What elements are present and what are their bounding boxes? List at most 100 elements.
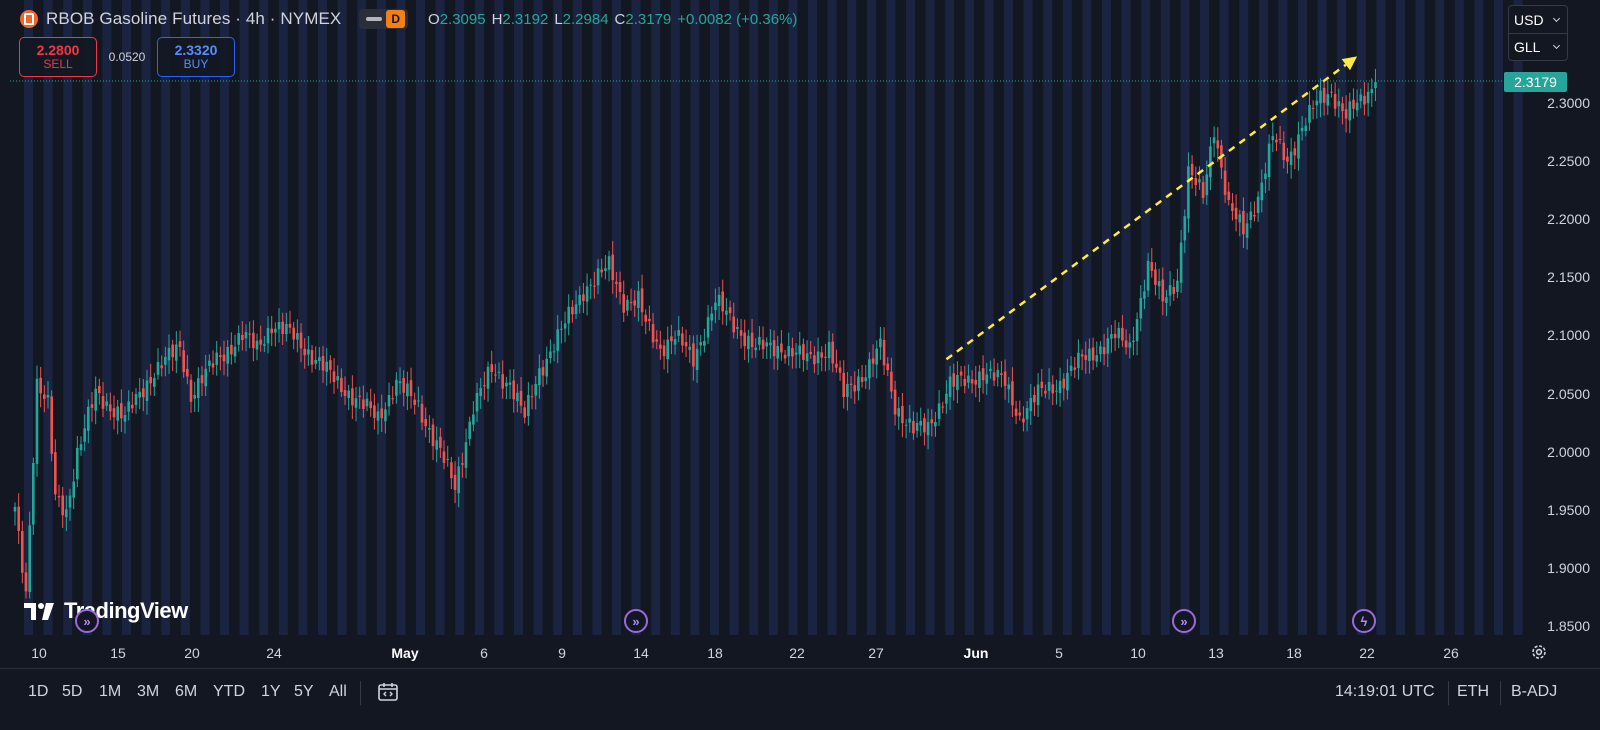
candle	[846, 372, 849, 411]
candle	[596, 259, 600, 295]
session-toggle[interactable]: ETH	[1457, 683, 1489, 700]
session-band	[1454, 0, 1464, 635]
candle-body	[310, 350, 314, 365]
sell-price: 2.2800	[36, 42, 80, 59]
delayed-data-badge[interactable]: D	[386, 10, 406, 28]
unit-select[interactable]: GLL	[1509, 33, 1567, 60]
candle-body	[1110, 334, 1113, 339]
sell-button[interactable]: 2.2800 SELL	[19, 37, 97, 77]
currency-select[interactable]: USD	[1509, 6, 1567, 33]
session-band	[161, 0, 171, 635]
candle-body	[864, 377, 867, 382]
candle-body	[868, 359, 871, 379]
candle-body	[1260, 182, 1264, 201]
candle	[391, 386, 394, 405]
candle	[1084, 341, 1088, 374]
session-band	[1298, 0, 1307, 635]
candle	[156, 348, 160, 380]
candle-body	[1040, 381, 1044, 388]
symbol-title[interactable]: RBOB Gasoline Futures · 4h · NYMEX	[46, 9, 342, 28]
session-band	[357, 0, 367, 635]
candle	[875, 340, 878, 379]
candle-body	[351, 388, 354, 406]
candle-body	[1326, 94, 1330, 106]
candle	[486, 361, 490, 402]
currency-value: USD	[1514, 11, 1544, 28]
candle-body	[270, 328, 273, 334]
trend-arrow-line[interactable]	[945, 63, 1347, 361]
candle	[1326, 80, 1330, 115]
candlestick-chart[interactable]	[10, 0, 1532, 650]
candle	[1055, 379, 1058, 405]
candle	[670, 324, 673, 355]
open-label: O	[428, 10, 440, 28]
time-tick: 22	[789, 645, 805, 661]
candle	[182, 340, 185, 378]
candle	[838, 360, 842, 381]
range-1d-button[interactable]: 1D	[28, 683, 49, 700]
candle-body	[626, 299, 629, 311]
range-ytd-button[interactable]: YTD	[213, 683, 245, 700]
candle	[1088, 338, 1091, 374]
candle-body	[699, 342, 702, 346]
range-3m-button[interactable]: 3M	[137, 683, 160, 700]
candle-body	[593, 285, 596, 287]
candle-body	[131, 404, 134, 409]
trend-arrow-head[interactable]	[1341, 56, 1358, 71]
buy-button[interactable]: 2.3320 BUY	[157, 37, 235, 77]
range-1m-button[interactable]: 1M	[99, 683, 122, 700]
candle-body	[237, 333, 240, 345]
lightning-event-icon[interactable]: ϟ	[1352, 609, 1376, 633]
time-axis[interactable]: 10 15 20 24 May 6 9 14 18 22 27 Jun 5 10…	[0, 637, 1532, 668]
dividend-event-icon[interactable]: »	[1172, 609, 1196, 633]
candle	[849, 376, 853, 399]
candle	[530, 384, 534, 410]
goto-date-icon[interactable]	[376, 680, 400, 704]
session-band	[1435, 0, 1445, 635]
tradingview-logo[interactable]: TradingView	[24, 598, 188, 624]
candle	[556, 315, 559, 364]
range-1y-button[interactable]: 1Y	[261, 683, 281, 700]
candle	[908, 404, 911, 433]
session-band	[572, 0, 582, 635]
candle	[611, 240, 614, 294]
eye-icon[interactable]	[366, 17, 383, 21]
candle	[406, 371, 409, 411]
candle	[1238, 209, 1242, 237]
candle	[446, 445, 449, 467]
candle	[593, 271, 596, 299]
candle-body	[1198, 179, 1201, 183]
range-all-button[interactable]: All	[329, 683, 347, 700]
dividend-event-icon[interactable]: »	[75, 609, 99, 633]
candle-body	[420, 403, 424, 423]
candle	[1080, 349, 1084, 371]
range-5y-button[interactable]: 5Y	[294, 683, 314, 700]
range-5d-button[interactable]: 5D	[62, 683, 83, 700]
price-tick: 2.1500	[1547, 269, 1590, 285]
candle-body	[1300, 127, 1304, 132]
buy-label: BUY	[183, 57, 209, 72]
candle-body	[1029, 397, 1033, 412]
candle-body	[1363, 95, 1366, 105]
candle-body	[875, 348, 878, 365]
range-6m-button[interactable]: 6M	[175, 683, 198, 700]
session-band	[1160, 0, 1170, 635]
candle	[1264, 162, 1267, 193]
session-band	[651, 0, 661, 635]
candle	[1099, 341, 1102, 362]
adjustment-toggle[interactable]: B-ADJ	[1511, 683, 1558, 700]
ohlc-values: O2.3095 H2.3192 L2.2984 C2.3179 +0.0082 …	[428, 11, 797, 28]
candle	[651, 313, 655, 349]
candle-body	[648, 318, 651, 322]
visibility-toggle[interactable]: D	[359, 9, 409, 29]
candle	[879, 326, 882, 360]
settings-icon[interactable]	[1528, 641, 1550, 663]
candle	[765, 337, 768, 359]
dividend-event-icon[interactable]: »	[624, 609, 648, 633]
candle	[1091, 337, 1095, 370]
clock-display[interactable]: 14:19:01 UTC	[1335, 683, 1435, 700]
candle	[1227, 182, 1231, 206]
price-axis[interactable]: 2.3000 2.2500 2.2000 2.1500 2.1000 2.050…	[1532, 0, 1600, 650]
candle	[604, 255, 607, 280]
plot-area[interactable]	[10, 0, 1532, 650]
